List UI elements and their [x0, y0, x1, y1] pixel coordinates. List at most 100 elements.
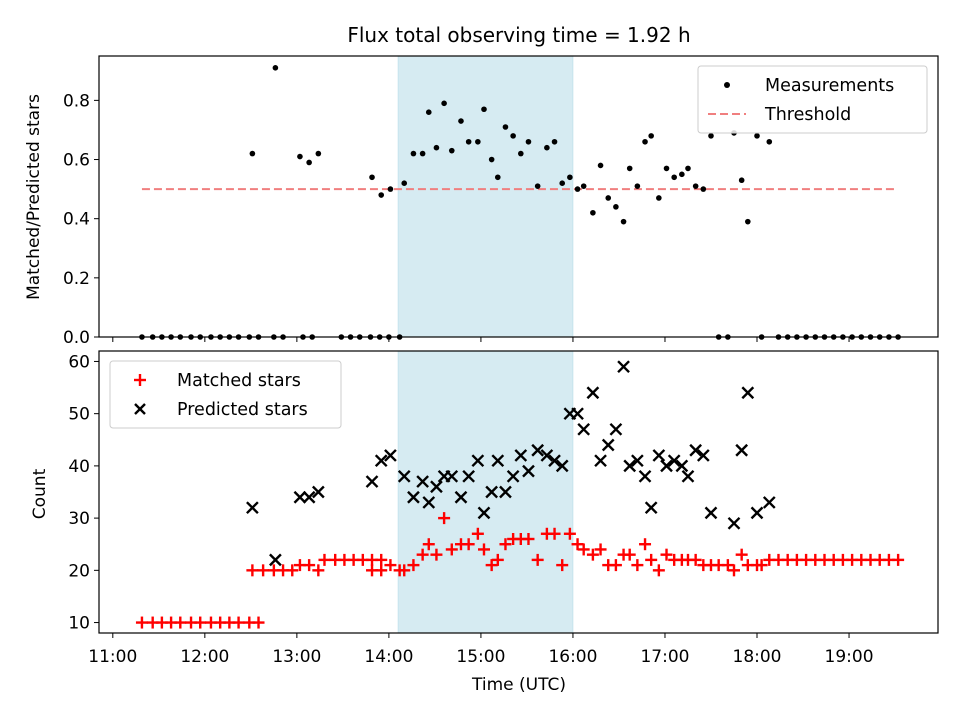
matched-star-point — [375, 564, 388, 577]
measurement-point — [671, 174, 677, 181]
measurement-point — [441, 100, 447, 107]
measurement-point — [597, 162, 604, 169]
top-frame — [98, 55, 939, 338]
measurement-point — [620, 218, 627, 225]
predicted-star-point — [675, 459, 689, 473]
predicted-star-point — [477, 506, 491, 520]
measurement-point — [567, 174, 573, 181]
y-tick-label: 0.0 — [63, 328, 90, 348]
predicted-star-point — [689, 443, 703, 457]
measurement-point — [642, 138, 648, 145]
x-tick-label: 11:00 — [88, 647, 137, 667]
y-tick-label: 50 — [68, 405, 90, 425]
measurement-point — [685, 165, 691, 172]
matched-star-point — [563, 527, 576, 540]
predicted-star-point — [407, 490, 420, 504]
measurement-point — [745, 218, 751, 225]
matched-star-point — [548, 527, 561, 540]
matched-star-point — [194, 616, 207, 629]
measurement-point — [387, 186, 394, 192]
matched-star-point — [485, 559, 498, 572]
predicted-star-point — [704, 506, 718, 520]
measurement-point — [626, 165, 633, 172]
measurement-point — [754, 133, 760, 139]
measurement-point — [488, 156, 495, 163]
predicted-star-point — [491, 454, 505, 468]
measurement-point — [419, 150, 426, 157]
measurement-point — [272, 65, 279, 71]
legend-label-matched: Matched stars — [177, 371, 301, 391]
measurement-point — [708, 133, 714, 139]
top-panel: 0.00.20.40.60.8 Matched/Predicted stars … — [24, 55, 939, 348]
matched-star-points — [135, 512, 905, 629]
x-tick-label: 16:00 — [548, 647, 597, 667]
chart-title: Flux total observing time = 1.92 h — [347, 23, 690, 47]
x-tick-label: 15:00 — [456, 647, 505, 667]
measurement-point — [481, 106, 487, 113]
predicted-star-point — [681, 469, 695, 483]
predicted-star-point — [644, 501, 658, 515]
matched-star-point — [257, 564, 270, 577]
y-tick-label: 10 — [68, 614, 90, 634]
predicted-star-point — [485, 485, 499, 499]
predicted-star-point — [548, 454, 561, 468]
measurement-point — [510, 133, 516, 139]
legend-marker-matched — [134, 374, 146, 386]
predicted-star-point — [667, 454, 681, 468]
matched-star-point — [246, 564, 259, 577]
predicted-star-point — [762, 496, 776, 509]
x-tick-label: 12:00 — [180, 647, 229, 667]
predicted-star-point — [462, 469, 475, 483]
matched-star-point — [398, 564, 411, 577]
measurement-point — [369, 174, 375, 181]
predicted-star-point — [586, 386, 600, 400]
measurement-point — [590, 209, 596, 216]
matched-star-point — [252, 616, 265, 629]
y-tick-label: 0.6 — [63, 151, 90, 171]
measurement-point — [425, 109, 432, 115]
measurement-point — [766, 138, 773, 145]
measurement-point — [448, 147, 455, 154]
matched-star-point — [586, 548, 599, 561]
bottom-y-axis-label: Count — [30, 468, 50, 519]
matched-star-point — [721, 559, 734, 572]
measurement-point — [475, 138, 481, 145]
predicted-star-point — [471, 454, 485, 468]
y-tick-label: 20 — [68, 561, 90, 581]
matched-star-point — [416, 548, 429, 561]
measurement-point — [700, 186, 707, 192]
predicted-star-point — [302, 490, 316, 504]
measurement-point — [315, 150, 322, 157]
measurement-point — [679, 171, 685, 178]
predicted-star-point — [594, 454, 607, 468]
y-tick-label: 0.2 — [63, 269, 90, 289]
matched-star-point — [522, 533, 535, 545]
top-x-ticks — [112, 337, 850, 342]
predicted-star-point — [555, 459, 569, 473]
predicted-star-point — [652, 449, 666, 462]
top-shaded-region — [397, 55, 574, 338]
predicted-star-point — [269, 553, 282, 567]
x-tick-label: 19:00 — [825, 647, 874, 667]
measurement-point — [648, 133, 654, 139]
measurement-point — [401, 180, 408, 186]
y-tick-label: 0.8 — [63, 91, 90, 111]
measurement-point — [692, 183, 699, 189]
predicted-star-point — [660, 459, 673, 473]
predicted-star-point — [506, 469, 520, 483]
matched-star-point — [445, 543, 458, 556]
matched-star-point — [375, 553, 388, 566]
predicted-star-point — [454, 490, 468, 504]
measurement-point — [297, 153, 303, 160]
predicted-star-point — [522, 464, 535, 478]
bottom-shaded-region — [397, 350, 574, 634]
predicted-star-point — [430, 480, 443, 494]
legend-label-predicted: Predicted stars — [177, 400, 308, 420]
matched-star-point — [407, 559, 420, 572]
matched-star-point — [623, 548, 636, 561]
measurement-point — [518, 150, 524, 157]
measurement-point — [525, 138, 532, 145]
matched-star-point — [438, 512, 451, 525]
predicted-star-point — [601, 438, 615, 452]
